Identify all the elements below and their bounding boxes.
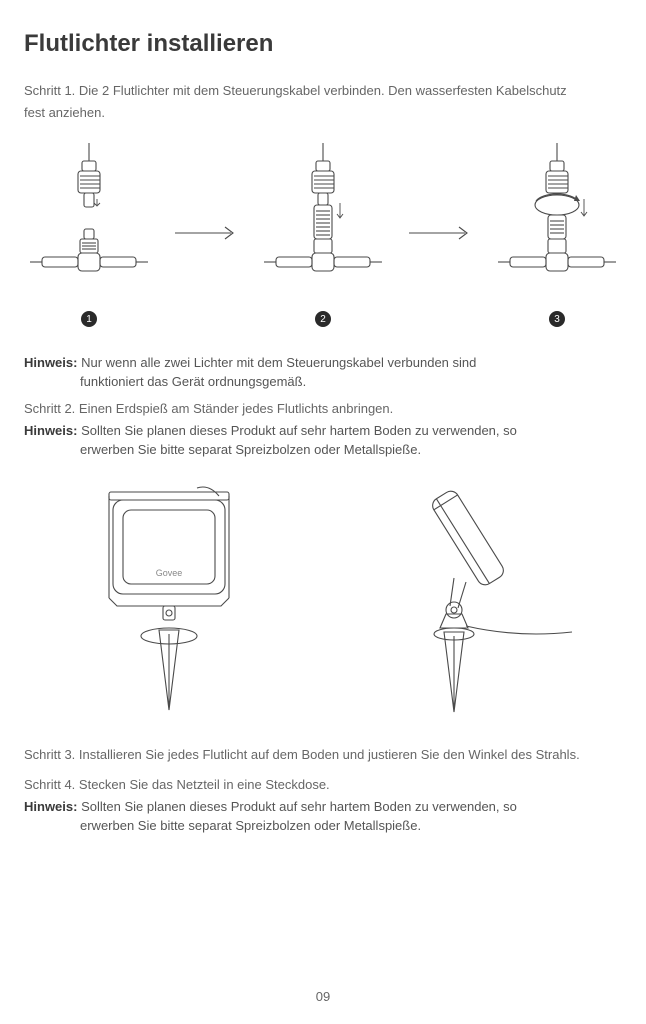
- arrow-icon: [405, 223, 475, 243]
- note-2-body: Sollten Sie planen dieses Produkt auf se…: [81, 423, 517, 438]
- floodlight-side-icon: [358, 478, 578, 718]
- badge-3: 3: [549, 311, 565, 327]
- step-1-text-b: fest anziehen.: [24, 104, 622, 122]
- note-1-body2: funktioniert das Gerät ordnungsgemäß.: [24, 373, 622, 392]
- badge-1: 1: [81, 311, 97, 327]
- diagram-row-2: Govee: [24, 478, 622, 718]
- note-2: Hinweis: Sollten Sie planen dieses Produ…: [24, 422, 622, 460]
- note-3-body2: erwerben Sie bitte separat Spreizbolzen …: [24, 817, 622, 836]
- step-3-text: Schritt 3. Installieren Sie jedes Flutli…: [24, 746, 622, 764]
- connector-twist-icon: [492, 143, 622, 303]
- note-3-label: Hinweis:: [24, 799, 77, 814]
- diagram-3: 3: [492, 143, 622, 327]
- arrow-2: [405, 223, 475, 248]
- note-1-label: Hinweis:: [24, 355, 77, 370]
- diagram-1: 1: [24, 143, 154, 327]
- step-4-text: Schritt 4. Stecken Sie das Netzteil in e…: [24, 776, 622, 794]
- diagram-row-1: 1: [24, 140, 622, 330]
- connector-joined-icon: [258, 143, 388, 303]
- note-1-body: Nur wenn alle zwei Lichter mit dem Steue…: [81, 355, 476, 370]
- step-2-text: Schritt 2. Einen Erdspieß am Ständer jed…: [24, 400, 622, 418]
- diagram-2: 2: [258, 143, 388, 327]
- brand-text: Govee: [155, 568, 182, 578]
- page-number: 09: [0, 989, 646, 1004]
- connector-separated-icon: [24, 143, 154, 303]
- page-title: Flutlichter installieren: [24, 30, 622, 58]
- floodlight-front-icon: Govee: [69, 478, 269, 718]
- badge-2: 2: [315, 311, 331, 327]
- arrow-icon: [171, 223, 241, 243]
- step-1-text: Schritt 1. Die 2 Flutlichter mit dem Ste…: [24, 82, 622, 100]
- arrow-1: [171, 223, 241, 248]
- note-3: Hinweis: Sollten Sie planen dieses Produ…: [24, 798, 622, 836]
- note-3-body: Sollten Sie planen dieses Produkt auf se…: [81, 799, 517, 814]
- note-2-body2: erwerben Sie bitte separat Spreizbolzen …: [24, 441, 622, 460]
- note-1: Hinweis: Nur wenn alle zwei Lichter mit …: [24, 354, 622, 392]
- note-2-label: Hinweis:: [24, 423, 77, 438]
